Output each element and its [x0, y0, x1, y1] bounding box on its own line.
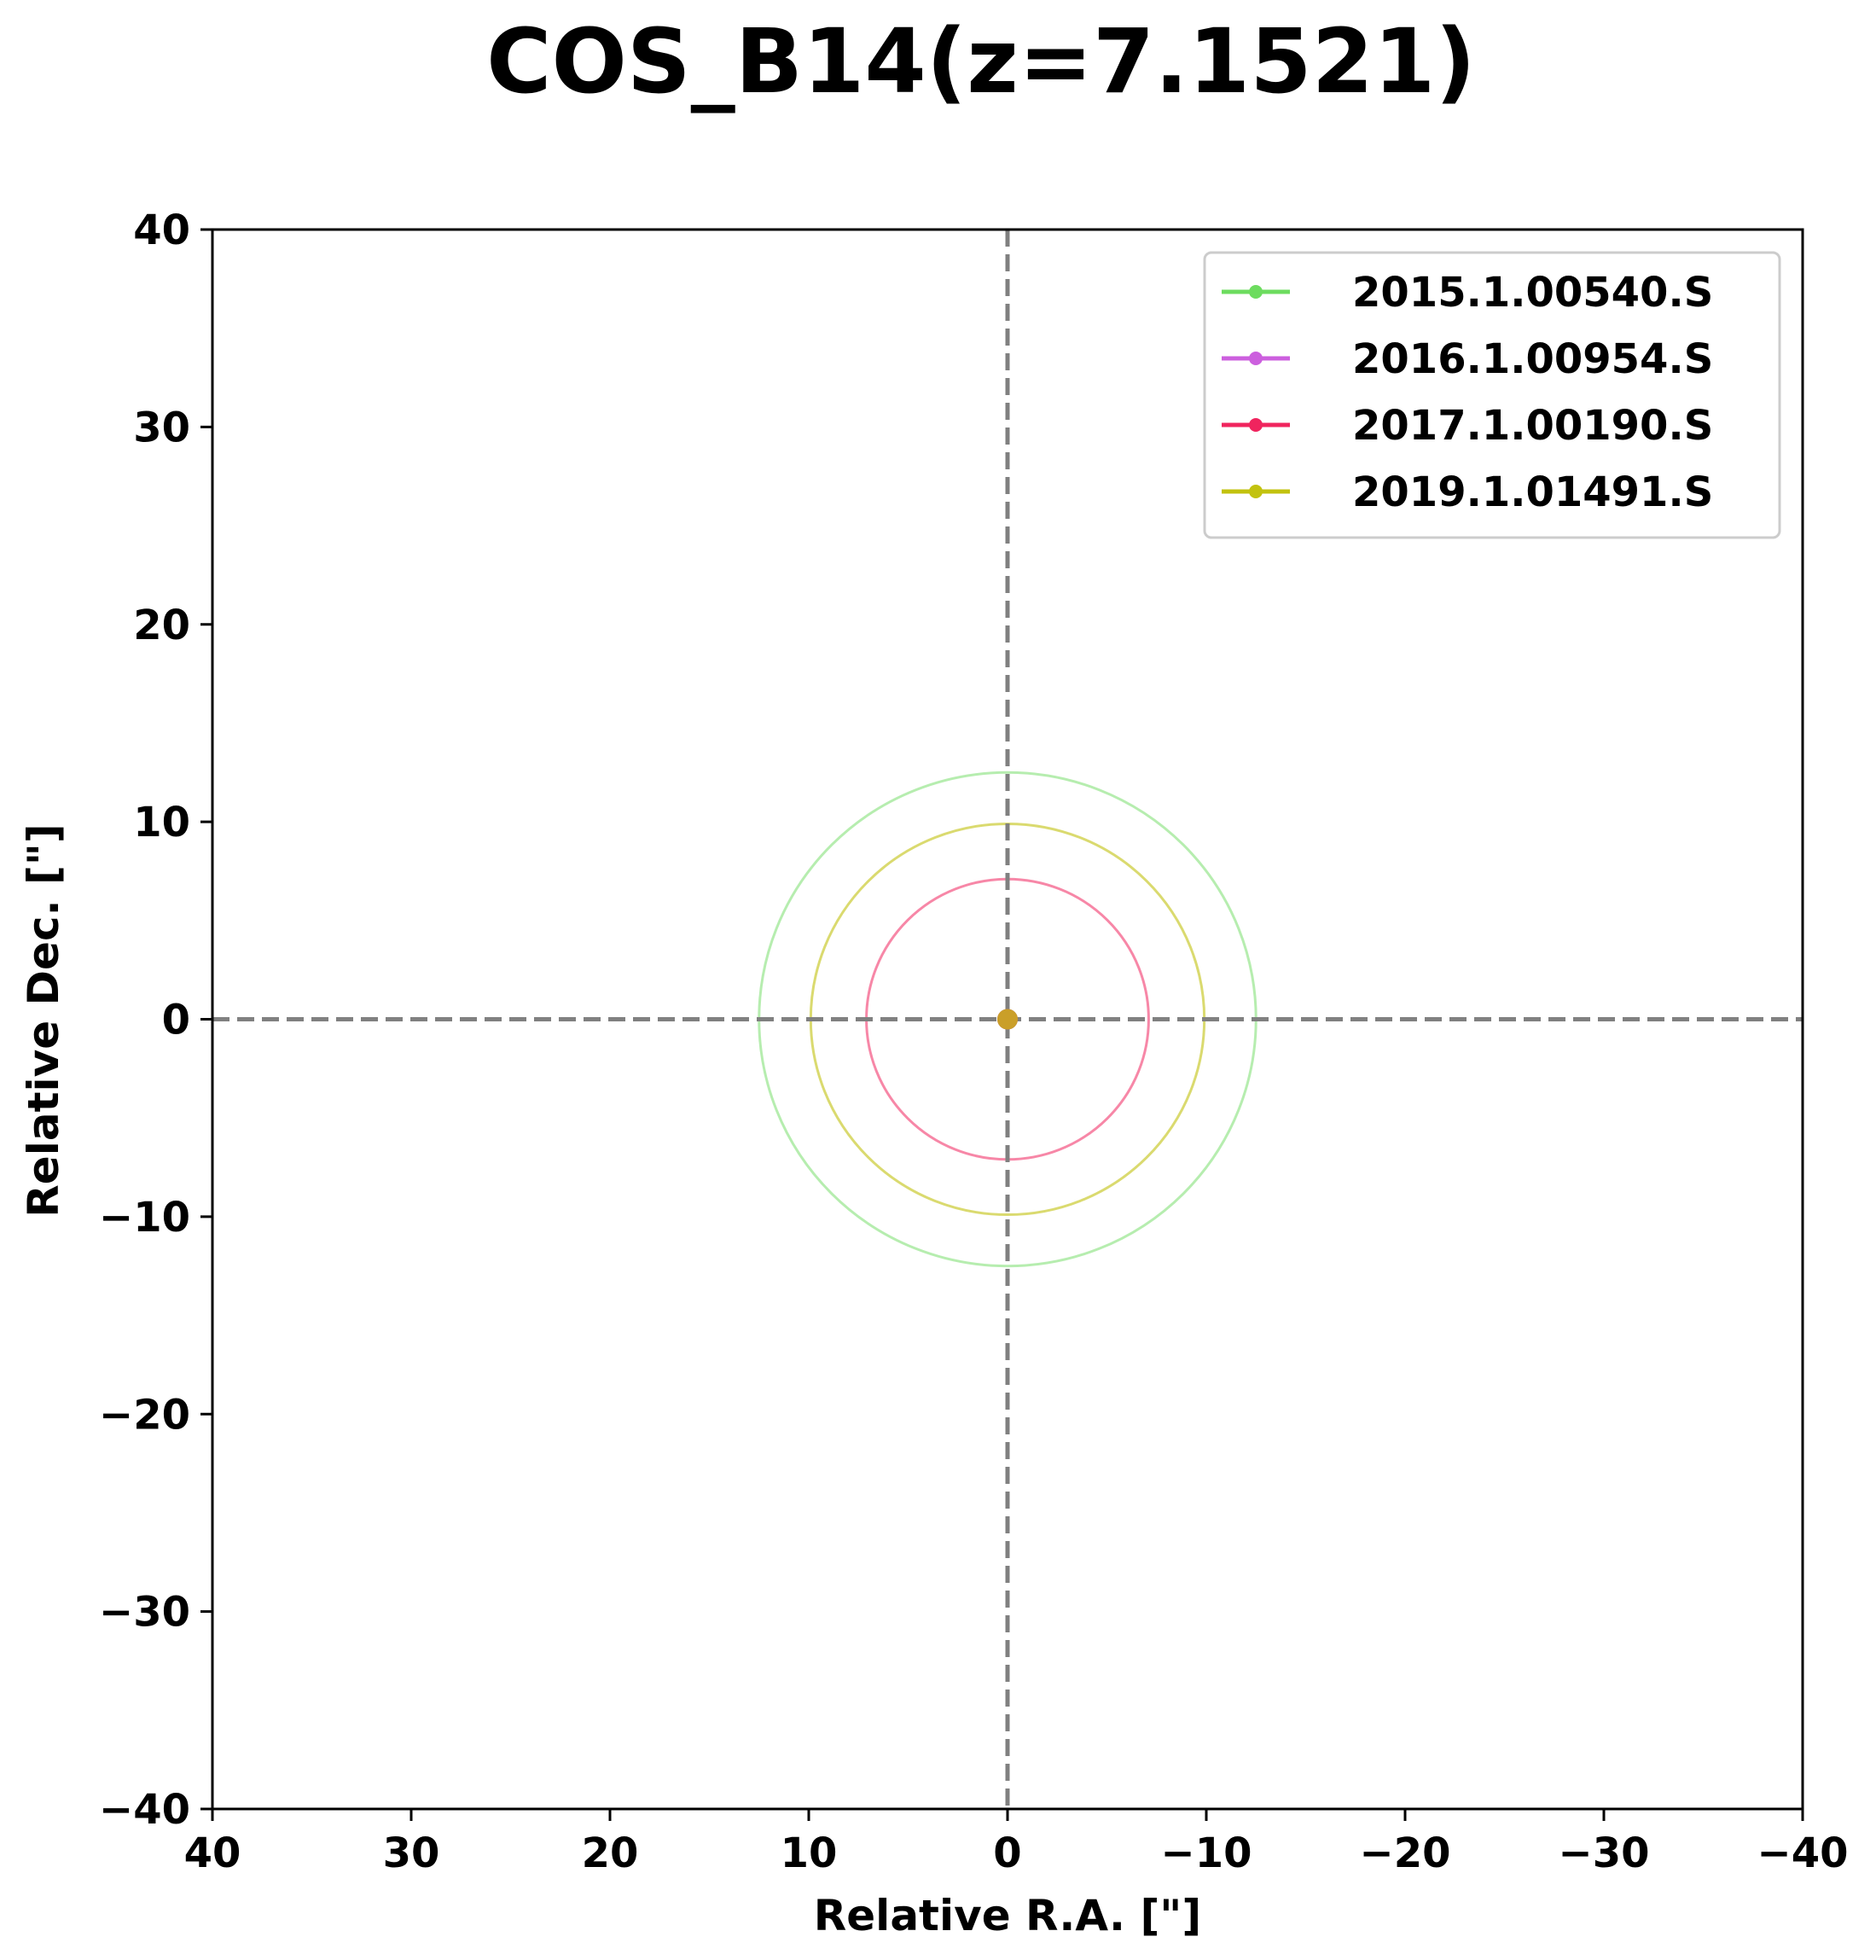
y-tick-label: 20	[133, 602, 190, 649]
legend-marker-2019.1.01491.S	[1249, 485, 1263, 498]
x-tick-label: 0	[993, 1829, 1021, 1877]
legend-label-2019.1.01491.S: 2019.1.01491.S	[1352, 468, 1713, 516]
y-tick-label: 10	[133, 799, 190, 846]
data-point-2019.1.01491.S	[997, 1009, 1018, 1030]
x-tick-label: 30	[383, 1829, 440, 1877]
y-tick-label: −20	[99, 1391, 190, 1439]
y-axis-ticks: 40 30 20 10 0 −10 −20 −30 −40	[99, 206, 212, 1834]
x-tick-label: 20	[582, 1829, 639, 1877]
x-tick-label: −10	[1160, 1829, 1252, 1877]
x-tick-label: 40	[184, 1829, 241, 1877]
x-tick-label: −40	[1757, 1829, 1848, 1877]
x-axis-label: Relative R.A. ["]	[814, 1891, 1201, 1940]
chart-title: COS_B14(z=7.1521)	[486, 9, 1476, 113]
legend-marker-2017.1.00190.S	[1249, 418, 1263, 432]
y-tick-label: 0	[162, 997, 190, 1044]
legend-label-2015.1.00540.S: 2015.1.00540.S	[1352, 269, 1713, 317]
legend-box	[1203, 251, 1781, 539]
x-axis-ticks: 40 30 20 10 0 −10 −20 −30 −40	[184, 1809, 1849, 1877]
legend-label-2017.1.00190.S: 2017.1.00190.S	[1352, 402, 1713, 450]
legend-label-2016.1.00954.S: 2016.1.00954.S	[1352, 335, 1713, 383]
y-tick-label: −30	[99, 1589, 190, 1637]
y-tick-label: 40	[133, 206, 190, 254]
x-tick-label: 10	[781, 1829, 838, 1877]
y-tick-label: 30	[133, 404, 190, 451]
y-tick-label: −10	[99, 1194, 190, 1242]
y-tick-label: −40	[99, 1786, 190, 1834]
x-tick-label: −20	[1359, 1829, 1450, 1877]
y-axis-label: Relative Dec. ["]	[19, 823, 68, 1217]
data-points	[997, 1009, 1018, 1030]
x-tick-label: −30	[1558, 1829, 1649, 1877]
legend-marker-2015.1.00540.S	[1249, 285, 1263, 299]
legend-marker-2016.1.00954.S	[1249, 352, 1263, 365]
legend: 2015.1.00540.S 2016.1.00954.S 2017.1.00190…	[1203, 251, 1781, 539]
